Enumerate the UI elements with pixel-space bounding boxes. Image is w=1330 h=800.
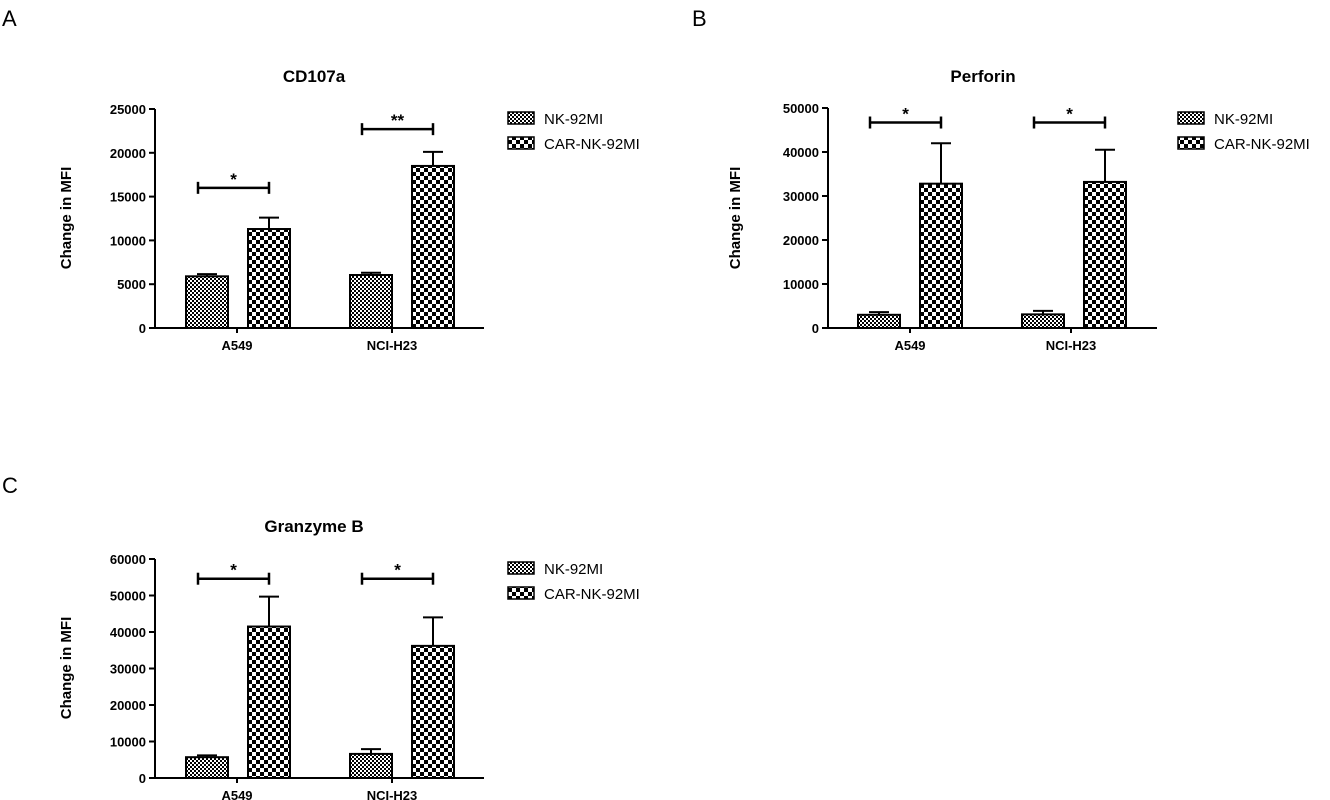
- bar: [411, 644, 455, 779]
- panel-label: C: [2, 473, 18, 498]
- bar: [349, 752, 393, 779]
- legend-label: CAR-NK-92MI: [544, 136, 640, 153]
- panel-label: A: [2, 6, 17, 31]
- y-tick-label: 20000: [783, 233, 819, 248]
- legend-swatch: [507, 561, 535, 575]
- x-tick-label: A549: [221, 338, 252, 353]
- legend-swatch: [507, 586, 535, 600]
- bar: [185, 756, 229, 780]
- y-tick-label: 40000: [783, 145, 819, 160]
- chart-panel-a: A CD107a Change in MFI 0 5000 10000 15000 20…: [2, 6, 640, 353]
- y-tick-label: 30000: [783, 189, 819, 204]
- y-axis-label: Change in MFI: [727, 167, 744, 270]
- y-tick-label: 50000: [783, 101, 819, 116]
- bar: [247, 228, 291, 329]
- legend-swatch: [507, 111, 535, 125]
- bar: [857, 313, 901, 329]
- y-tick-label: 30000: [110, 662, 146, 677]
- x-tick-label: NCI-H23: [1046, 338, 1097, 353]
- legend-swatch: [1177, 136, 1205, 150]
- legend-label: CAR-NK-92MI: [1214, 136, 1310, 153]
- y-tick-label: 20000: [110, 146, 146, 161]
- chart-title: CD107a: [283, 67, 346, 86]
- bar: [349, 274, 393, 330]
- y-tick-label: 40000: [110, 625, 146, 640]
- y-tick-label: 25000: [110, 102, 146, 117]
- significance-label: *: [902, 105, 909, 124]
- significance-label: *: [1066, 105, 1073, 124]
- y-tick-label: 10000: [110, 735, 146, 750]
- bar: [1083, 180, 1127, 329]
- y-tick-label: 0: [139, 771, 146, 786]
- bar: [185, 275, 229, 330]
- y-tick-label: 0: [812, 321, 819, 336]
- y-tick-label: 5000: [117, 277, 146, 292]
- significance-label: **: [391, 111, 405, 130]
- panel-label: B: [692, 6, 707, 31]
- chart-title: Perforin: [950, 67, 1015, 86]
- bar: [919, 182, 963, 329]
- y-axis-label: Change in MFI: [58, 617, 75, 720]
- significance-label: *: [394, 561, 401, 580]
- significance-label: *: [230, 561, 237, 580]
- legend-label: CAR-NK-92MI: [544, 586, 640, 603]
- y-tick-label: 15000: [110, 190, 146, 205]
- y-tick-label: 50000: [110, 589, 146, 604]
- significance-label: *: [230, 170, 237, 189]
- y-tick-label: 0: [139, 321, 146, 336]
- legend-swatch: [507, 136, 535, 150]
- x-tick-label: A549: [221, 788, 252, 800]
- legend-label: NK-92MI: [544, 111, 603, 128]
- y-tick-label: 10000: [783, 277, 819, 292]
- y-axis-label: Change in MFI: [58, 167, 75, 270]
- legend-label: NK-92MI: [544, 561, 603, 578]
- legend-label: NK-92MI: [1214, 111, 1273, 128]
- chart-title: Granzyme B: [264, 517, 363, 536]
- chart-panel-b: B Perforin Change in MFI 0 10000 20000 3000…: [692, 6, 1310, 353]
- bar: [411, 164, 455, 329]
- y-tick-label: 10000: [110, 233, 146, 248]
- legend-swatch: [1177, 111, 1205, 125]
- y-tick-label: 60000: [110, 552, 146, 567]
- x-tick-label: A549: [894, 338, 925, 353]
- x-tick-label: NCI-H23: [367, 788, 418, 800]
- y-tick-label: 20000: [110, 698, 146, 713]
- x-tick-label: NCI-H23: [367, 338, 418, 353]
- chart-panel-c: C Granzyme B Change in MFI 0 10000 20000 30…: [2, 473, 640, 800]
- bar: [247, 625, 291, 780]
- bar: [1021, 313, 1065, 329]
